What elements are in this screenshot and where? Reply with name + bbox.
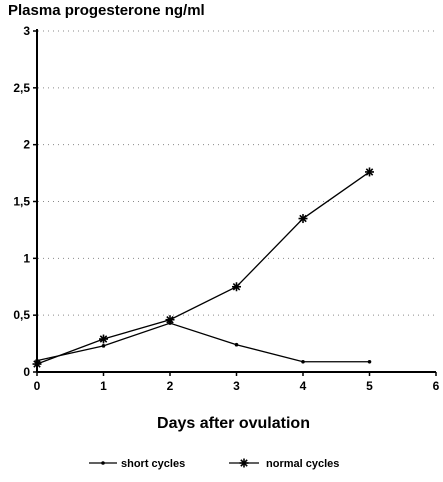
y-tick-label-4: 2 [23,138,30,152]
data-point-star-1-2 [165,315,175,325]
x-tick-label-0: 0 [34,379,41,393]
data-point-star-1-4 [298,214,308,224]
x-tick-label-2: 2 [167,379,174,393]
y-tick-label-1: 0,5 [13,308,30,322]
data-point-star-1-5 [365,167,374,177]
data-point-star-1-3 [232,282,241,292]
legend-marker-dot [101,461,105,465]
data-point-star-1-0 [32,359,42,369]
axes [33,29,437,376]
x-tick-label-3: 3 [233,379,240,393]
data-point-star-1-1 [99,334,108,344]
data-point-dot-0-3 [234,342,239,347]
data-point-dot-0-1 [101,344,106,348]
data-point-dot-0-4 [301,359,305,364]
chart-title: Plasma progesterone ng/ml [8,2,205,19]
legend-marker-star [239,458,249,468]
tick-labels: 0 0,5 1 1,5 2 2,5 3 0 1 2 3 4 5 6 [13,24,439,393]
data-point-dot-0-5 [367,359,372,364]
grid-lines [38,30,436,316]
y-tick-label-3: 1,5 [13,195,30,209]
x-tick-label-1: 1 [100,379,107,393]
legend-label-1: normal cycles [266,458,339,470]
series-line-1 [36,171,370,365]
x-tick-label-6: 6 [433,379,440,393]
y-tick-label-5: 2,5 [13,81,30,95]
x-axis-label: Days after ovulation [157,415,310,432]
series-line-0 [36,322,370,363]
y-tick-label-0: 0 [23,365,30,379]
legend: short cycles normal cycles [89,458,339,470]
legend-label-0: short cycles [121,458,185,470]
y-tick-label-2: 1 [23,251,30,265]
y-tick-label-6: 3 [23,24,30,38]
series-layer [32,167,374,369]
x-tick-label-5: 5 [366,379,373,393]
x-tick-label-4: 4 [300,379,307,393]
